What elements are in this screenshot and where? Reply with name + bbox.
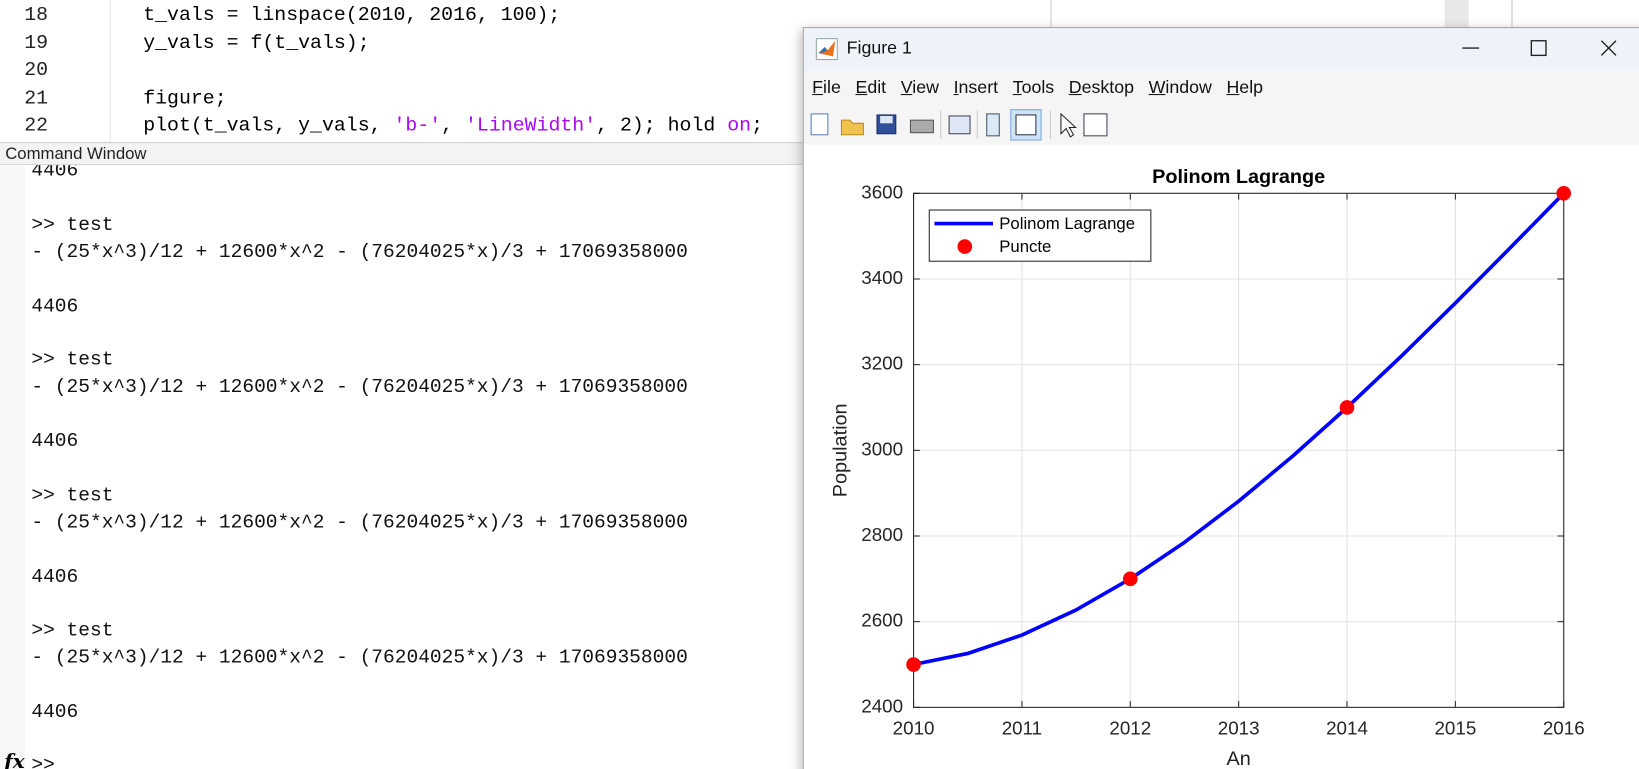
- y-tick-label: 3600: [861, 181, 903, 202]
- gutter-divider: [109, 0, 111, 143]
- legend-label: Polinom Lagrange: [999, 214, 1135, 233]
- data-point: [906, 657, 921, 672]
- code-token: t_vals = linspace(2010, 2016, 100);: [143, 3, 561, 27]
- data-line: [913, 192, 1566, 667]
- open-icon[interactable]: [840, 119, 864, 136]
- code-token: 'LineWidth': [465, 113, 597, 137]
- line-number: 22: [24, 113, 49, 137]
- command-result: 4406: [31, 294, 79, 318]
- line-number: 19: [24, 30, 49, 54]
- input-prompt: >>: [31, 753, 55, 769]
- x-tick-label: 2014: [1326, 717, 1368, 738]
- data-point: [1556, 185, 1572, 201]
- gutter: [0, 165, 26, 769]
- menu-item[interactable]: Edit: [855, 77, 887, 98]
- legend-marker: [957, 239, 973, 254]
- code-token: 'b-': [393, 113, 442, 137]
- code: figure;: [143, 84, 226, 111]
- legend-icon: [1015, 114, 1037, 136]
- code-token: ;: [751, 113, 763, 137]
- menu-item[interactable]: File: [812, 77, 841, 98]
- y-tick-label: 3400: [861, 267, 903, 288]
- code: t_vals = linspace(2010, 2016, 100);: [143, 1, 560, 28]
- code-token: y_vals = f(t_vals);: [143, 30, 370, 54]
- y-tick-label: 3200: [861, 353, 903, 374]
- window-title: Figure 1: [846, 37, 912, 58]
- command-result: 4406: [31, 699, 79, 723]
- link-icon[interactable]: [948, 115, 971, 135]
- command-prompt: >> test: [31, 213, 114, 237]
- data-point: [1339, 400, 1355, 415]
- toolbar: [803, 105, 1639, 146]
- code-token: , 2); hold: [596, 113, 728, 137]
- menu-item[interactable]: View: [900, 77, 939, 98]
- close-button[interactable]: [1600, 40, 1617, 56]
- chart: Polinom Lagrange An Population 2010 2011 2…: [830, 166, 1585, 769]
- x-tick-label: 2012: [1109, 717, 1151, 738]
- y-tick-label: 2800: [861, 524, 903, 545]
- command-output: - (25*x^3)/12 + 12600*x^2 - (76204025*x)…: [31, 510, 688, 534]
- icon-peak: [818, 40, 836, 57]
- line-number: 21: [24, 86, 49, 110]
- window-controls: [1462, 40, 1617, 57]
- chart-title: Polinom Lagrange: [1152, 166, 1325, 188]
- command-result: 4406: [31, 564, 79, 588]
- command-result: 4406: [31, 429, 79, 453]
- title-bar: Figure 1: [803, 28, 1639, 71]
- code-token: figure;: [143, 86, 227, 110]
- matlab-icon: [815, 38, 838, 61]
- command-output: - (25*x^3)/12 + 12600*x^2 - (76204025*x)…: [31, 645, 688, 669]
- menu-item[interactable]: Insert: [953, 77, 999, 98]
- command-output: - (25*x^3)/12 + 12600*x^2 - (76204025*x)…: [31, 375, 688, 399]
- y-tick-label: 2400: [861, 695, 903, 716]
- fx-icon[interactable]: fx: [4, 750, 25, 769]
- command-output: - (25*x^3)/12 + 12600*x^2 - (76204025*x)…: [31, 240, 688, 264]
- print-icon[interactable]: [909, 119, 934, 134]
- command-prompt: >> test: [31, 348, 114, 372]
- y-tick-label: 3000: [861, 438, 903, 459]
- code: y_vals = f(t_vals);: [143, 29, 369, 56]
- plot-area-frame: [913, 192, 1565, 708]
- menu-item[interactable]: Window: [1148, 77, 1212, 98]
- x-tick-label: 2010: [893, 717, 935, 738]
- code: plot(t_vals, y_vals, 'b-', 'LineWidth', …: [143, 112, 763, 139]
- menu-bar: File Edit View Insert Tools Desktop Window Help: [803, 70, 1639, 106]
- colorbar-icon[interactable]: [986, 113, 1000, 137]
- menu-item[interactable]: Tools: [1012, 77, 1055, 98]
- command-prompt: >> test: [31, 483, 114, 507]
- menu-item[interactable]: Desktop: [1068, 77, 1134, 98]
- save-icon-label: [880, 115, 893, 124]
- pointer-icon[interactable]: [1060, 112, 1077, 138]
- line-number: 20: [24, 58, 49, 82]
- menu-item[interactable]: Help: [1226, 77, 1264, 98]
- new-icon[interactable]: [810, 113, 829, 136]
- code-token: ,: [441, 113, 466, 137]
- toolbar-icons: [810, 109, 1108, 141]
- x-tick-label: 2015: [1434, 717, 1476, 738]
- y-tick-label: 2600: [861, 610, 903, 631]
- icon-base: [818, 47, 827, 54]
- command-prompt: >> test: [31, 618, 114, 642]
- data-point: [1122, 571, 1138, 587]
- line-number: 18: [24, 3, 49, 27]
- x-axis-label: An: [1227, 748, 1251, 769]
- figure-canvas: Polinom Lagrange An Population 2010 2011 2…: [803, 144, 1639, 769]
- code-token: plot(t_vals, y_vals,: [143, 113, 394, 137]
- output-line: 4406: [31, 165, 79, 182]
- x-tick-label: 2013: [1218, 717, 1260, 738]
- x-tick-label: 2016: [1543, 717, 1585, 738]
- x-tick-label: 2011: [1002, 717, 1042, 738]
- code-token: on: [727, 113, 752, 137]
- legend-label: Puncte: [999, 237, 1051, 256]
- figure-window[interactable]: Figure 1 File Edit View Insert Tools Desktop W…: [802, 27, 1639, 769]
- property-icon[interactable]: [1083, 113, 1108, 137]
- maximize-button[interactable]: [1530, 40, 1547, 57]
- y-axis-label: Population: [830, 403, 852, 497]
